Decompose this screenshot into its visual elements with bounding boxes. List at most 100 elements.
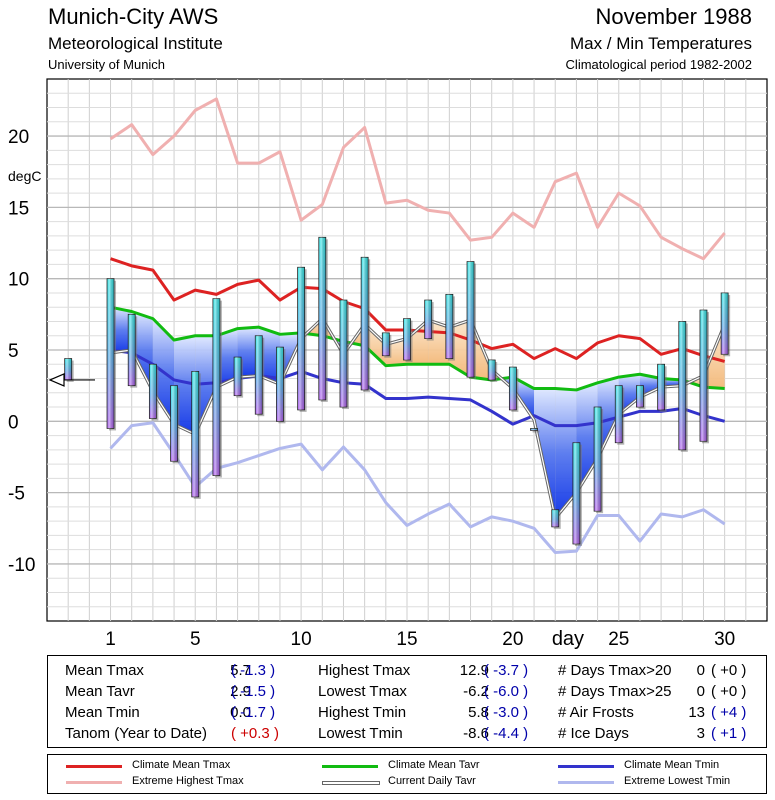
legend-swatch (322, 781, 380, 785)
x-tick-label: 5 (190, 629, 201, 650)
y-tick-label: 0 (8, 412, 19, 433)
day-bar-shine (107, 278, 115, 429)
legend-label: Extreme Highest Tmax (132, 775, 244, 787)
stat-anomaly: ( +0 ) (711, 683, 747, 700)
day-bar-shine (509, 367, 517, 410)
x-tick-label: 10 (291, 629, 312, 650)
stat-value: 2.9 (230, 683, 251, 700)
tanom-marker-arrow (48, 373, 65, 387)
day-bar-shine (149, 364, 157, 419)
stat-label: Lowest Tmax (318, 683, 407, 700)
y-tick-label: 10 (8, 270, 29, 291)
legend-label: Current Daily Tavr (388, 775, 476, 787)
day-bar-shine (382, 332, 390, 356)
daily-range-bars (48, 236, 731, 546)
chart-legend: Climate Mean Tmax Climate Mean Tavr Climat… (47, 754, 767, 794)
day-bar-shine (276, 347, 284, 422)
legend-swatch (66, 765, 122, 768)
day-bar-shine (488, 359, 496, 380)
legend-swatch (66, 781, 122, 784)
stat-value: -6.2 (463, 683, 489, 700)
cold-anomaly-fill (555, 388, 577, 519)
x-tick-label: 1 (105, 629, 116, 650)
day-bar-shine (636, 385, 644, 408)
stat-value: 0 (696, 662, 705, 679)
institute-name: Meteorological Institute (48, 34, 223, 53)
monthly-statistics: Mean Tmax 5.7( -1.3 ) Highest Tmax 12.9( -3… (47, 655, 767, 748)
day-bar-shine (594, 407, 602, 512)
day-bar-shine (255, 335, 263, 415)
day-bar-shine (572, 442, 580, 544)
legend-label: Extreme Lowest Tmin (624, 775, 731, 787)
chart-subtitle: Max / Min Temperatures (569, 34, 752, 53)
stat-value: 12.9 (459, 662, 489, 679)
legend-swatch (558, 781, 614, 784)
y-tick-label: 20 (8, 127, 29, 148)
legend-label: Climate Mean Tmax (132, 759, 231, 771)
stat-value: 0.0 (230, 704, 251, 721)
y-tick-label: -5 (8, 484, 25, 505)
stat-label: Mean Tmin (65, 704, 140, 721)
month-title: November 1988 (595, 4, 752, 29)
legend-label: Climate Mean Tmin (624, 759, 720, 771)
x-tick-label: 20 (502, 629, 523, 650)
stat-value: 5.8 (468, 704, 489, 721)
day-bar-shine (615, 385, 623, 443)
university-name: University of Munich (48, 57, 166, 72)
y-tick-label: -10 (8, 555, 35, 576)
day-bar-shadow (532, 430, 540, 433)
stat-label: # Air Frosts (558, 704, 634, 721)
day-bar-shine (361, 257, 369, 390)
stat-anomaly: ( +0.3 ) (231, 725, 279, 742)
day-bar-shine (551, 509, 559, 527)
day-bar-shine (657, 364, 665, 410)
stat-value: 13 (688, 704, 705, 721)
station-title: Munich-City AWS (48, 4, 219, 29)
stat-label: Lowest Tmin (318, 725, 403, 742)
stat-value: 0 (696, 683, 705, 700)
stat-label: # Ice Days (558, 725, 629, 742)
stat-value: 3 (696, 725, 705, 742)
y-tick-label: 5 (8, 341, 19, 362)
stat-anomaly: ( -1.5 ) (231, 683, 276, 700)
day-bar-shine (403, 318, 411, 360)
day-bar-shine (128, 314, 136, 386)
x-tick-label: 15 (396, 629, 417, 650)
x-tick-label: 30 (714, 629, 735, 650)
stat-anomaly: ( +0 ) (711, 662, 747, 679)
day-bar-shine (297, 267, 305, 410)
day-bar-shine (445, 294, 453, 359)
stat-anomaly: ( -1.3 ) (231, 662, 276, 679)
stat-anomaly: ( -4.4 ) (484, 725, 529, 742)
cold-anomaly-fill (534, 388, 556, 519)
stat-label: Mean Tmax (65, 662, 144, 679)
stat-label: Tanom (Year to Date) (65, 725, 208, 742)
day-bar-shine (339, 300, 347, 408)
day-bar-shine (721, 292, 729, 355)
stat-label: # Days Tmax>20 (558, 662, 672, 679)
extreme-highest-tmax-line (109, 97, 726, 261)
stat-anomaly: ( -6.0 ) (484, 683, 529, 700)
climatology-period: Climatological period 1982-2002 (565, 57, 752, 72)
day-bar-shine (191, 371, 199, 497)
day-bar-shine (424, 300, 432, 339)
stat-anomaly: ( +4 ) (711, 704, 747, 721)
y-axis-label: degC (8, 168, 41, 184)
stat-label: Mean Tavr (65, 683, 135, 700)
x-tick-label: 25 (608, 629, 629, 650)
legend-label: Climate Mean Tavr (388, 759, 480, 771)
day-bar-shine (467, 261, 475, 378)
day-bar-shine (170, 385, 178, 462)
day-bar-shine (234, 357, 242, 396)
day-bar-shine (678, 321, 686, 450)
stat-value: 5.7 (230, 662, 251, 679)
stat-anomaly: ( +1 ) (711, 725, 747, 742)
day-bar-shine (530, 428, 538, 431)
x-axis-label: day (552, 628, 584, 650)
legend-swatch (322, 765, 378, 768)
stat-label: Highest Tmin (318, 704, 407, 721)
stat-anomaly: ( -3.0 ) (484, 704, 529, 721)
stat-anomaly: ( -3.7 ) (484, 662, 529, 679)
